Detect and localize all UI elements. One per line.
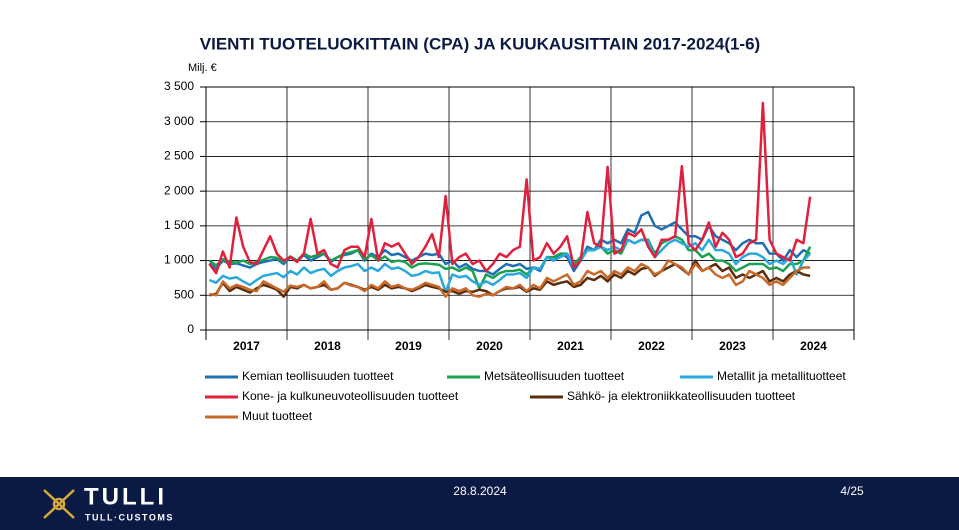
y-tick-label: 3 500 (164, 79, 194, 93)
series-line (208, 235, 812, 290)
legend-label: Sähkö- ja elektroniikkateollisuuden tuot… (567, 389, 796, 403)
chart-title: VIENTI TUOTELUOKITTAIN (CPA) JA KUUKAUSI… (200, 34, 760, 53)
x-tick-label: 2023 (719, 339, 746, 353)
legend-label: Kemian teollisuuden tuotteet (242, 369, 394, 383)
series-line (208, 210, 811, 276)
x-tick-label: 2020 (476, 339, 503, 353)
y-tick-label: 1 000 (164, 253, 194, 267)
x-tick-label: 2022 (638, 339, 665, 353)
x-tick-label: 2024 (800, 339, 827, 353)
series-line (208, 101, 812, 275)
y-tick-label: 1 500 (164, 218, 194, 232)
plot: 0 500 1 000 1 500 2 000 2 500 3 000 3 500 2017 20… (164, 79, 855, 353)
y-axis-label: Milj. € (188, 62, 217, 74)
x-tick-label: 2021 (557, 339, 584, 353)
footer-bar (0, 477, 959, 530)
series-line (209, 259, 811, 298)
series-line (208, 238, 812, 294)
legend-label: Metallit ja metallituotteet (717, 369, 846, 383)
logo-icon (43, 489, 75, 519)
logo-text: TULLI (84, 483, 167, 510)
x-tick-label: 2019 (395, 339, 422, 353)
y-tick-label: 2 000 (164, 183, 194, 197)
logo-subtext: TULL·CUSTOMS (85, 512, 174, 522)
y-tick-label: 500 (174, 287, 194, 301)
x-tick-label: 2018 (314, 339, 341, 353)
plot-border (205, 86, 855, 331)
y-tick-label: 0 (187, 322, 194, 336)
footer-date: 28.8.2024 (453, 484, 507, 498)
x-tick-label: 2017 (233, 339, 260, 353)
page-number: 4/25 (840, 484, 864, 498)
legend-label: Muut tuotteet (242, 409, 313, 423)
y-tick-label: 2 500 (164, 149, 194, 163)
legend-label: Kone- ja kulkuneuvoteollisuuden tuotteet (242, 389, 459, 403)
legend-label: Metsäteollisuuden tuotteet (484, 369, 625, 383)
y-tick-label: 3 000 (164, 114, 194, 128)
